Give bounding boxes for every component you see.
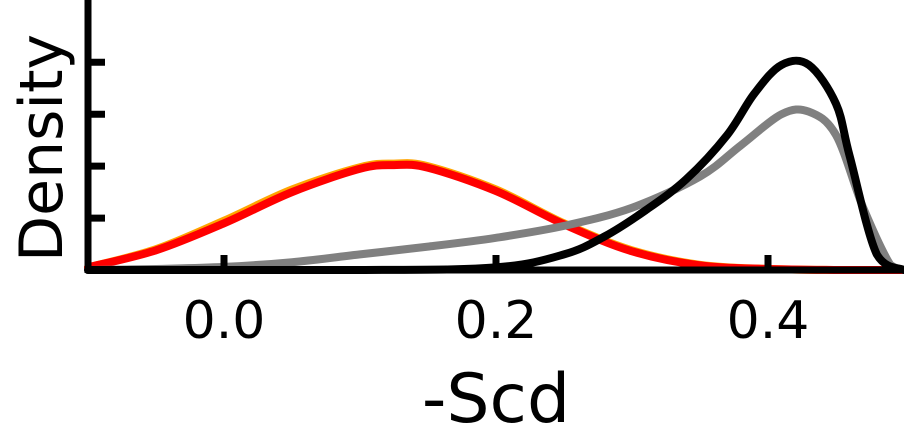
series-line-orange (84, 159, 904, 275)
x-tick-label: 0.2 (455, 291, 538, 351)
y-ticks (88, 58, 105, 274)
y-axis-label: Density (7, 34, 77, 262)
series-lines (84, 56, 904, 275)
x-tick-label: 0.0 (183, 291, 266, 351)
x-axis-label: -Scd (422, 360, 570, 437)
x-tick-label: 0.4 (727, 291, 810, 351)
series-line-gray (84, 105, 904, 274)
x-ticks: 0.0 0.2 0.4 (183, 255, 810, 351)
series-line-red (84, 160, 904, 275)
